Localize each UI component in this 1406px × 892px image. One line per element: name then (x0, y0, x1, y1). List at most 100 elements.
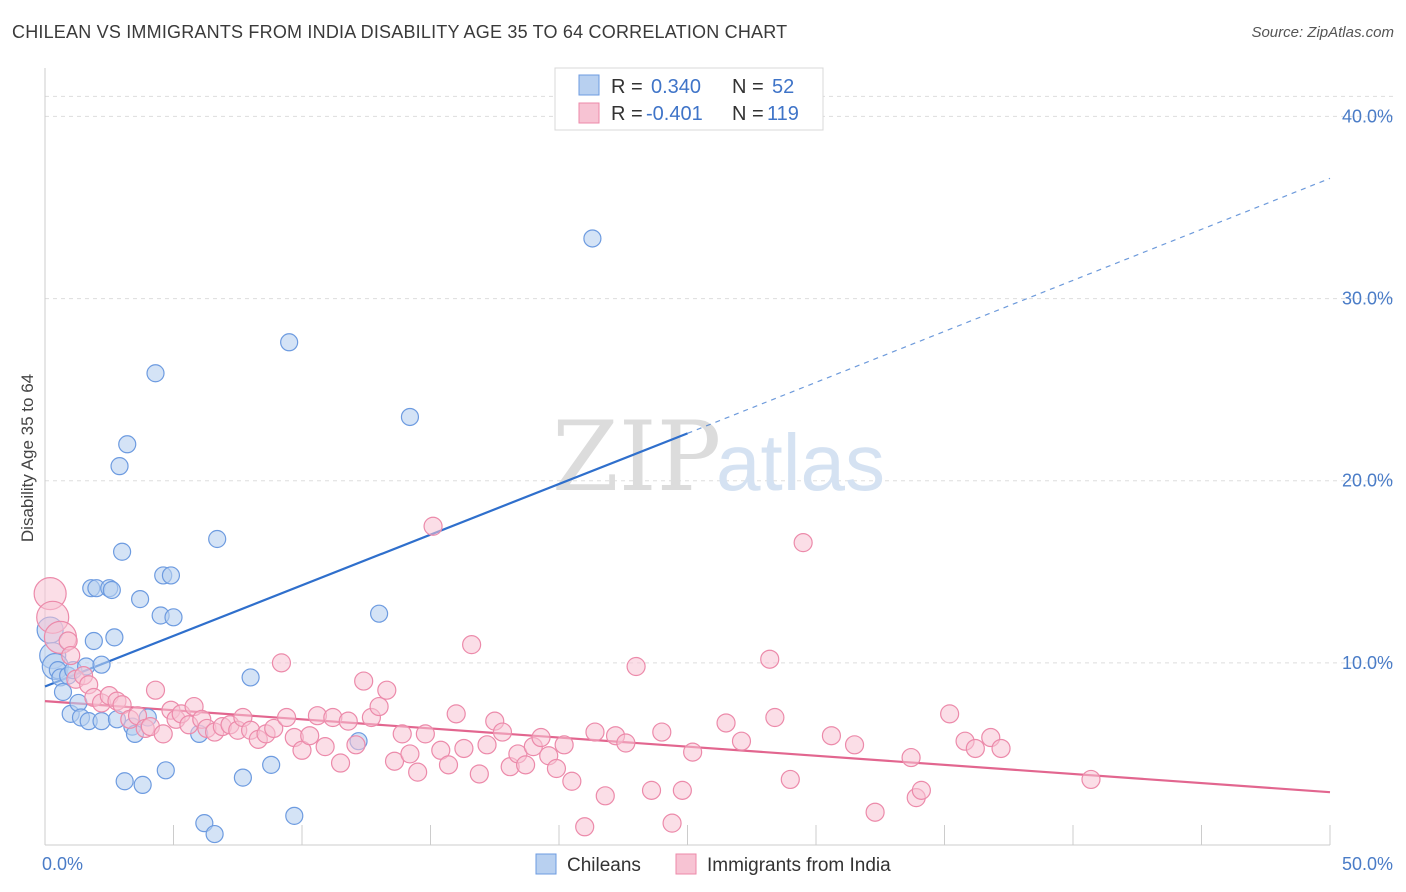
india-point-39 (300, 726, 320, 746)
y-axis-label: Disability Age 35 to 64 (18, 374, 37, 542)
india-point-80 (641, 780, 662, 800)
india-point-92 (844, 735, 865, 755)
chilean-point-16 (92, 655, 111, 674)
india-point-43 (330, 753, 351, 773)
x-tick-label-1: 50.0% (1342, 854, 1393, 874)
chilean-point-31 (146, 364, 165, 383)
india-point-73 (562, 771, 582, 791)
chilean-points (36, 229, 602, 844)
chilean-point-23 (112, 542, 132, 561)
watermark-zip: ZIP (552, 401, 721, 513)
axes (44, 68, 1331, 846)
source-credit: Source: ZipAtlas.com (1251, 24, 1394, 41)
india-point-41 (315, 737, 335, 757)
tick-labels: 10.0% 20.0% 30.0% 40.0% 0.0% 50.0% (42, 106, 1393, 874)
y-tick-label-2: 30.0% (1342, 289, 1393, 309)
india-points (33, 516, 1101, 837)
watermark: ZIP atlas (552, 401, 885, 513)
india-point-87 (760, 649, 780, 669)
india-point-18 (153, 724, 173, 744)
india-point-91 (821, 726, 842, 746)
chart-title: CHILEAN VS IMMIGRANTS FROM INDIA DISABIL… (12, 22, 788, 42)
y-tick-label-0: 10.0% (1342, 653, 1393, 673)
india-point-51 (392, 724, 412, 744)
india-point-55 (423, 516, 443, 536)
india-point-78 (616, 733, 636, 753)
legend-n-value-2: 119 (767, 103, 799, 125)
chilean-point-40 (208, 529, 227, 549)
chilean-point-48 (400, 407, 420, 427)
india-point-59 (454, 738, 474, 759)
chilean-point-5 (53, 682, 73, 702)
india-point-17 (145, 680, 166, 700)
chilean-trend-line (44, 432, 688, 688)
chilean-point-49 (583, 229, 602, 248)
legend-swatch-india (578, 102, 600, 124)
india-point-4 (61, 645, 81, 666)
india-point-81 (652, 722, 672, 742)
chilean-point-35 (161, 566, 181, 585)
legend-r-value-1: 0.340 (651, 76, 701, 98)
legend-r-value-2: -0.401 (646, 103, 703, 125)
legend-bottom: Chileans Immigrants from India (535, 853, 891, 876)
chilean-point-41 (233, 768, 252, 787)
grid-lines (45, 95, 1395, 664)
chilean-point-24 (115, 772, 134, 791)
legend-bottom-swatch-india (675, 853, 697, 875)
india-point-54 (415, 724, 435, 744)
india-point-89 (780, 769, 800, 790)
chilean-point-36 (164, 608, 183, 627)
india-point-64 (492, 722, 513, 742)
india-point-60 (462, 635, 482, 655)
india-point-58 (446, 704, 466, 724)
india-point-67 (515, 755, 536, 775)
india-point-96 (911, 780, 931, 800)
india-point-74 (575, 817, 595, 837)
chilean-point-39 (205, 824, 224, 844)
legend-top: R = 0.340 N = 52 R = -0.401 N = 119 (554, 67, 824, 131)
chilean-point-43 (262, 755, 281, 774)
india-point-52 (400, 744, 420, 764)
india-point-53 (408, 762, 428, 782)
india-point-69 (531, 727, 551, 748)
legend-bottom-india: Immigrants from India (707, 855, 891, 876)
legend-n-label-2: N = (732, 103, 764, 125)
chilean-point-19 (102, 580, 121, 600)
chilean-point-17 (92, 712, 111, 731)
india-point-72 (554, 735, 574, 755)
india-point-57 (438, 755, 459, 775)
india-point-49 (377, 680, 397, 700)
watermark-atlas: atlas (716, 418, 885, 507)
legend-r-label-2: R = (611, 103, 643, 125)
india-point-99 (965, 738, 985, 759)
india-point-94 (901, 747, 921, 768)
india-point-84 (683, 742, 703, 762)
chilean-point-42 (241, 668, 260, 687)
india-point-90 (793, 533, 813, 553)
india-point-34 (264, 718, 284, 739)
india-point-36 (276, 707, 297, 728)
india-point-44 (338, 711, 358, 731)
chilean-point-28 (130, 590, 150, 609)
india-point-71 (546, 758, 567, 779)
india-point-86 (731, 731, 752, 751)
india-point-61 (469, 764, 489, 784)
india-point-45 (346, 735, 366, 755)
chilean-point-47 (370, 604, 389, 623)
india-point-46 (354, 671, 374, 691)
india-point-83 (672, 780, 692, 800)
chilean-point-45 (285, 806, 304, 825)
chilean-point-22 (110, 457, 129, 476)
india-point-75 (585, 722, 605, 742)
y-tick-label-1: 20.0% (1342, 471, 1393, 491)
india-point-93 (865, 802, 885, 822)
chilean-point-44 (280, 333, 299, 352)
legend-bottom-chileans: Chileans (567, 855, 641, 876)
india-point-62 (477, 735, 497, 755)
chilean-trend-extension (687, 177, 1331, 434)
india-point-82 (662, 813, 682, 833)
india-point-35 (271, 653, 292, 673)
chilean-point-20 (105, 628, 124, 647)
chilean-point-34 (156, 761, 175, 780)
